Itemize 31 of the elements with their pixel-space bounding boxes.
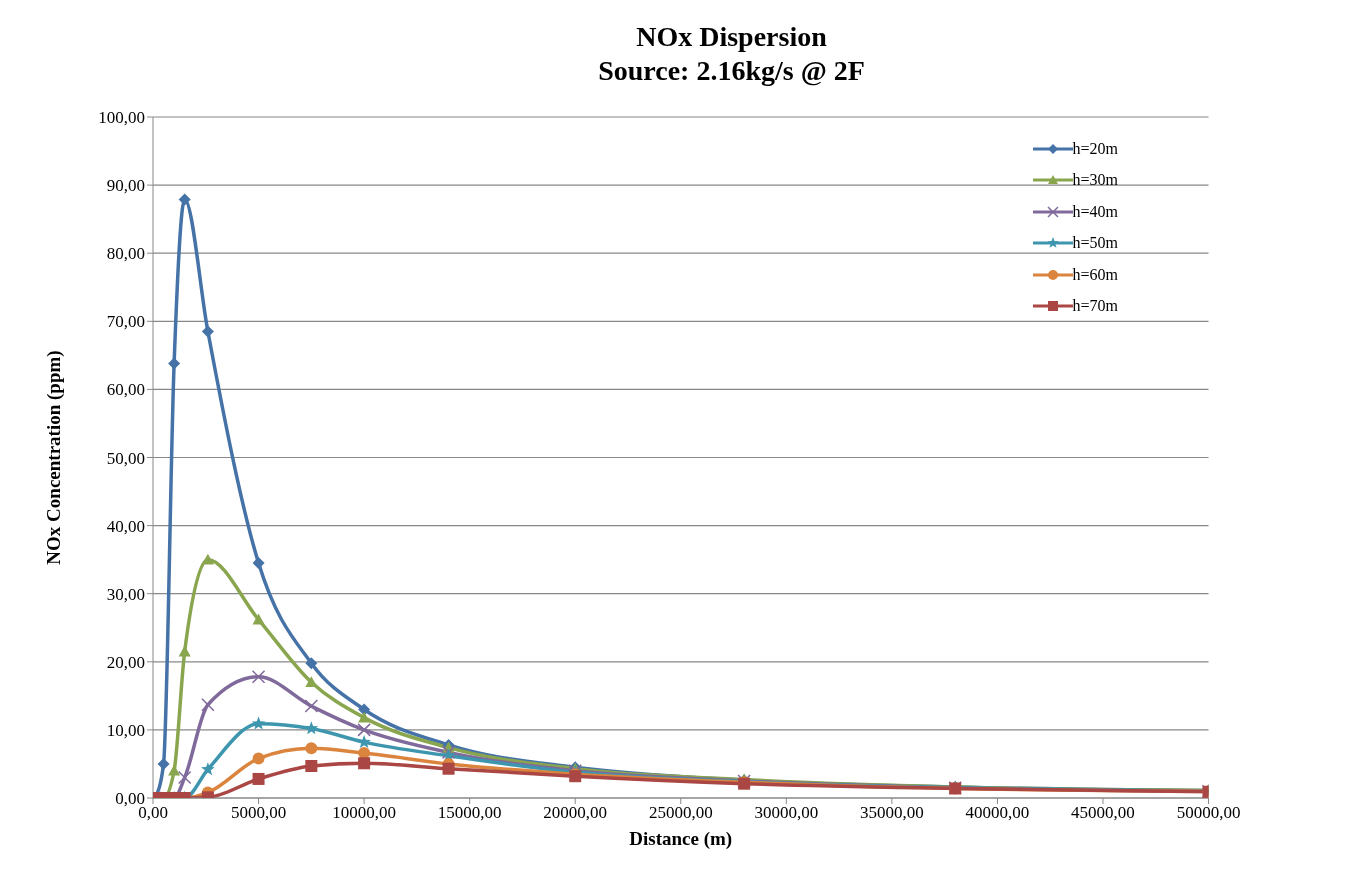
y-tick-label: 40,00	[106, 516, 145, 536]
y-tick-label: 100,00	[98, 108, 145, 128]
x-tick-label: 45000,00	[1071, 803, 1135, 823]
x-tick-label: 20000,00	[543, 803, 608, 823]
x-tick-label: 25000,00	[648, 803, 713, 823]
x-tick-label: 40000,00	[965, 803, 1030, 823]
legend-label: h=20m	[1072, 139, 1118, 158]
legend-label: h=70m	[1072, 297, 1118, 316]
y-tick-label: 20,00	[106, 652, 145, 672]
y-axis-title: NOx Concentration (ppm)	[42, 350, 65, 565]
y-tick-label: 30,00	[106, 584, 145, 604]
legend-label: h=40m	[1072, 202, 1118, 221]
legend-label: h=60m	[1072, 265, 1118, 284]
y-tick-label: 10,00	[106, 720, 145, 740]
y-tick-label: 60,00	[106, 380, 145, 400]
x-tick-label: 0,00	[138, 803, 168, 823]
y-tick-label: 80,00	[106, 244, 145, 264]
x-tick-label: 15000,00	[437, 803, 502, 823]
chart-subtitle: Source: 2.16kg/s @ 2F	[597, 54, 866, 88]
y-tick-label: 50,00	[106, 448, 145, 468]
x-tick-label: 10000,00	[332, 803, 396, 823]
y-tick-label: 90,00	[106, 176, 145, 196]
x-tick-label: 30000,00	[754, 803, 819, 823]
chart-title: NOx Dispersion	[635, 20, 828, 54]
x-tick-label: 35000,00	[860, 803, 924, 823]
legend-label: h=30m	[1072, 171, 1118, 190]
legend-label: h=50m	[1072, 234, 1118, 253]
x-axis-title: Distance (m)	[629, 828, 733, 850]
x-tick-label: 5000,00	[230, 803, 287, 823]
x-tick-label: 50000,00	[1176, 803, 1241, 823]
y-tick-label: 70,00	[106, 312, 145, 332]
